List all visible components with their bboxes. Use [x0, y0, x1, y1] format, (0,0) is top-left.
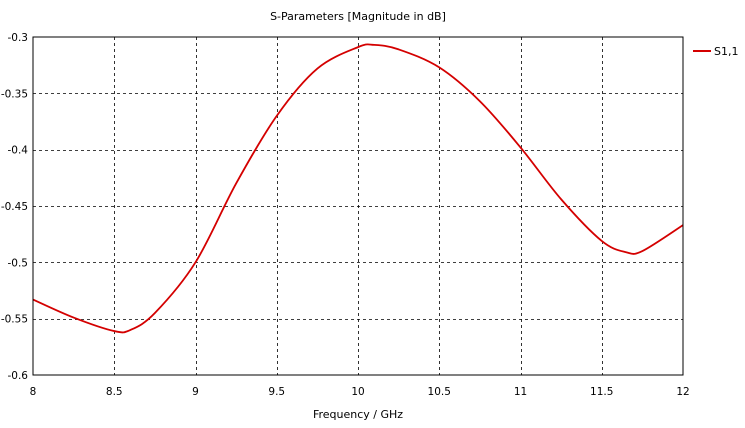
y-tick-label: -0.6	[8, 370, 29, 382]
x-axis-label: Frequency / GHz	[313, 408, 403, 421]
legend-label-s11: S1,1	[714, 45, 738, 58]
series-line-s11	[32, 43, 684, 334]
x-tick-label: 9	[192, 386, 199, 398]
x-tick-label: 10.5	[428, 386, 451, 398]
x-tick-label: 10	[351, 386, 364, 398]
x-tick-label: 9.5	[268, 386, 285, 398]
series-layer	[32, 43, 684, 334]
x-tick-label: 11	[514, 386, 527, 398]
x-tick-label: 11.5	[590, 386, 613, 398]
axes: 8 8.5 9 9.5 10 10.5 11 11.5 12 -0.3 -0.35 -0.4 -0.45…	[1, 32, 690, 398]
y-tick-label: -0.3	[8, 32, 29, 44]
grid	[33, 37, 683, 375]
y-tick-label: -0.55	[1, 314, 28, 326]
x-tick-label: 12	[676, 386, 689, 398]
y-tick-label: -0.45	[1, 201, 28, 213]
plot-frame	[32, 36, 684, 376]
legend: S1,1	[693, 45, 738, 58]
x-tick-label: 8.5	[106, 386, 123, 398]
y-tick-label: -0.5	[8, 257, 29, 269]
chart-title: S-Parameters [Magnitude in dB]	[270, 10, 446, 23]
y-tick-label: -0.4	[8, 145, 29, 157]
x-tick-label: 8	[30, 386, 37, 398]
y-tick-label: -0.35	[1, 88, 28, 100]
